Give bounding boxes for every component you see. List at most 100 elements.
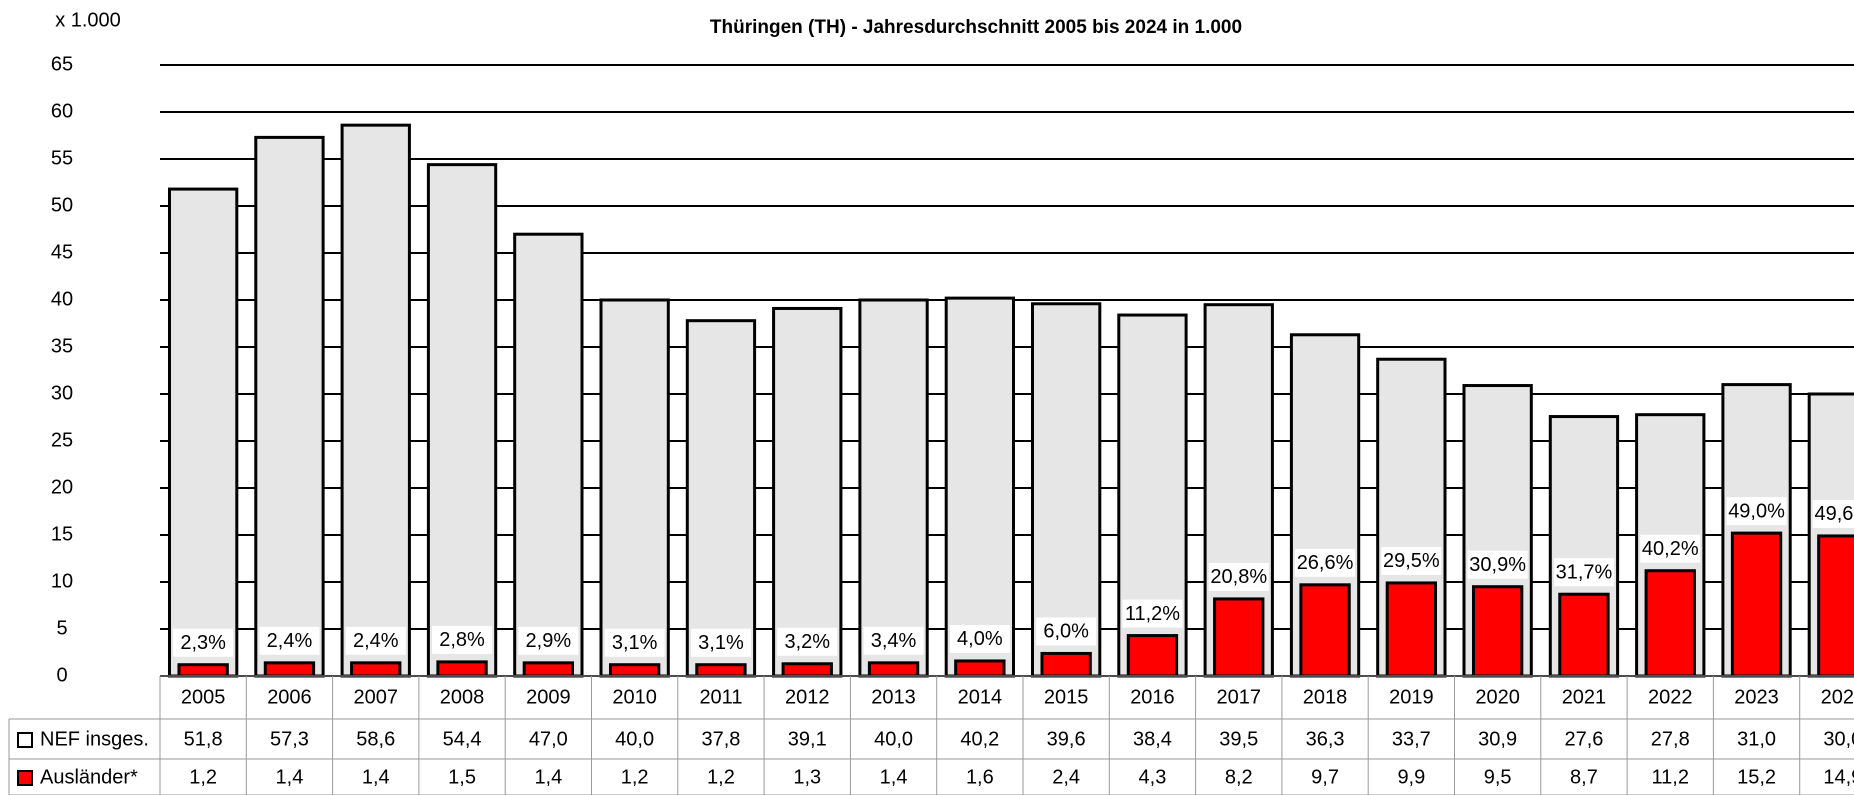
- share-label-bg: [345, 626, 406, 655]
- x-tick-label: 2009: [526, 686, 571, 708]
- foreign-bar: [1730, 531, 1783, 678]
- foreign-bar: [1126, 634, 1179, 678]
- share-label-bg: [1036, 617, 1097, 646]
- x-tick-label: 2022: [1648, 686, 1693, 708]
- share-label: 49,0%: [1728, 500, 1785, 522]
- total-bar: [426, 163, 498, 678]
- share-label-bg: [1295, 548, 1356, 577]
- table-value: 1,4: [362, 766, 390, 788]
- total-bar: [1030, 302, 1102, 678]
- table-value: 1,4: [276, 766, 304, 788]
- share-label: 40,2%: [1642, 538, 1699, 560]
- table-value: 8,2: [1225, 766, 1253, 788]
- table-value: 30,0: [1823, 728, 1854, 750]
- total-bar: [254, 135, 325, 678]
- total-bar: [685, 319, 757, 678]
- x-tick-label: 2024: [1821, 686, 1854, 708]
- table-value: 15,2: [1737, 766, 1776, 788]
- x-tick-label: 2008: [440, 686, 485, 708]
- table-value: 40,0: [615, 728, 654, 750]
- share-label: 49,6%: [1814, 503, 1854, 525]
- table-value: 27,8: [1651, 728, 1690, 750]
- share-label-bg: [690, 628, 751, 657]
- share-label: 30,9%: [1469, 554, 1526, 576]
- y-tick-label: 20: [51, 476, 73, 498]
- x-tick-label: 2023: [1734, 686, 1779, 708]
- share-label-bg: [863, 626, 924, 655]
- table-value: 1,5: [448, 766, 476, 788]
- legend-label: NEF insges.: [40, 728, 149, 750]
- table-value: 38,4: [1133, 728, 1172, 750]
- share-label-bg: [1726, 497, 1787, 526]
- x-tick-label: 2005: [181, 686, 226, 708]
- share-label: 20,8%: [1210, 566, 1267, 588]
- total-bar: [513, 232, 584, 678]
- share-label: 29,5%: [1383, 550, 1440, 572]
- table-value: 39,6: [1047, 728, 1086, 750]
- foreign-bar: [1040, 651, 1092, 678]
- foreign-bar: [263, 661, 316, 678]
- x-tick-label: 2021: [1562, 686, 1607, 708]
- foreign-bar: [1471, 585, 1524, 678]
- table-value: 31,0: [1737, 728, 1776, 750]
- y-tick-label: 10: [51, 570, 73, 592]
- foreign-bar: [1817, 534, 1854, 678]
- share-label: 2,4%: [353, 630, 399, 652]
- share-label: 6,0%: [1043, 621, 1089, 643]
- share-label: 11,2%: [1125, 603, 1180, 625]
- x-tick-label: 2006: [267, 686, 312, 708]
- foreign-bar: [1644, 569, 1696, 678]
- foreign-bar: [781, 662, 833, 678]
- chart-title: Thüringen (TH) - Jahresdurchschnitt 2005…: [710, 17, 1242, 38]
- table-value: 39,1: [788, 728, 827, 750]
- x-tick-label: 2019: [1389, 686, 1434, 708]
- y-tick-label: 40: [51, 288, 73, 310]
- share-label-bg: [518, 626, 579, 655]
- foreign-bar: [1558, 592, 1610, 678]
- foreign-bar: [1213, 597, 1265, 678]
- share-label: 2,8%: [439, 629, 485, 651]
- share-label: 3,1%: [698, 632, 744, 654]
- share-label: 2,3%: [180, 632, 226, 654]
- table-value: 51,8: [184, 728, 223, 750]
- total-bar: [772, 306, 843, 678]
- table-value: 39,5: [1219, 728, 1258, 750]
- x-tick-label: 2017: [1217, 686, 1262, 708]
- y-unit: x 1.000: [55, 9, 121, 31]
- y-tick-label: 0: [56, 664, 67, 686]
- share-label-bg: [432, 625, 493, 654]
- x-tick-label: 2014: [958, 686, 1003, 708]
- table-value: 9,7: [1311, 766, 1339, 788]
- share-label-bg: [604, 628, 665, 657]
- share-label: 2,4%: [267, 630, 313, 652]
- legend-swatch: [17, 732, 33, 748]
- foreign-bar: [436, 660, 488, 678]
- table-value: 8,7: [1570, 766, 1598, 788]
- total-bar: [944, 296, 1016, 678]
- table-value: 58,6: [356, 728, 395, 750]
- y-tick-label: 25: [51, 429, 73, 451]
- table-value: 30,9: [1478, 728, 1517, 750]
- share-label-bg: [173, 628, 234, 657]
- table-value: 40,2: [960, 728, 999, 750]
- legend-label: Ausländer*: [40, 766, 138, 788]
- share-label-bg: [1467, 550, 1528, 579]
- legend-swatch: [17, 770, 33, 786]
- table-value: 1,2: [189, 766, 217, 788]
- share-label: 26,6%: [1297, 552, 1354, 574]
- total-bar: [858, 298, 929, 678]
- share-label-bg: [777, 627, 838, 656]
- share-label-bg: [1381, 546, 1442, 575]
- table-value: 37,8: [701, 728, 740, 750]
- x-tick-label: 2016: [1130, 686, 1175, 708]
- share-label-bg: [949, 624, 1010, 653]
- y-tick-label: 45: [51, 241, 73, 263]
- share-label-bg: [1553, 558, 1614, 587]
- share-label-bg: [259, 626, 320, 655]
- table-value: 54,4: [443, 728, 482, 750]
- foreign-bar: [954, 659, 1006, 678]
- foreign-bar: [177, 663, 229, 678]
- table-value: 57,3: [270, 728, 309, 750]
- share-label: 2,9%: [526, 630, 572, 652]
- share-label: 3,1%: [612, 632, 658, 654]
